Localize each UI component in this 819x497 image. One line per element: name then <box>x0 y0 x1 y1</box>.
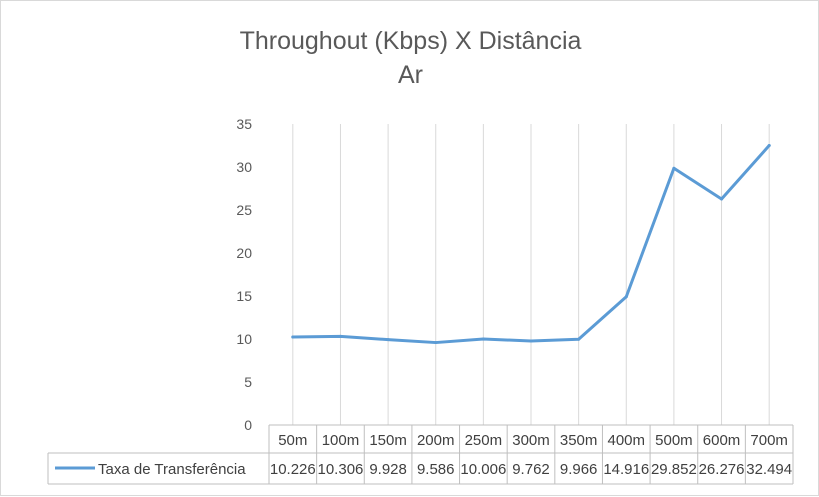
x-category-label: 700m <box>750 432 788 449</box>
x-category-label: 350m <box>560 432 598 449</box>
data-point <box>481 337 485 341</box>
data-value-label: 9.586 <box>417 461 455 478</box>
data-value-label: 10.006 <box>460 461 506 478</box>
data-value-label: 14.916 <box>603 461 649 478</box>
data-value-label: 10.306 <box>318 461 364 478</box>
x-category-label: 150m <box>369 432 407 449</box>
x-category-label: 250m <box>465 432 503 449</box>
y-tick-label: 15 <box>236 288 252 304</box>
x-category-label: 600m <box>703 432 741 449</box>
data-value-label: 9.966 <box>560 461 598 478</box>
y-tick-label: 5 <box>244 374 252 390</box>
data-value-label: 9.928 <box>369 461 407 478</box>
x-category-label: 100m <box>322 432 360 449</box>
data-point <box>577 337 581 341</box>
chart-title: Throughout (Kbps) X Distância <box>239 27 582 55</box>
x-category-label: 300m <box>512 432 550 449</box>
data-value-label: 32.494 <box>746 461 792 478</box>
data-point <box>386 338 390 342</box>
y-tick-label: 35 <box>236 116 252 132</box>
legend-series-name: Taxa de Transferência <box>98 461 246 478</box>
y-tick-label: 30 <box>236 159 252 175</box>
data-point <box>624 295 628 299</box>
y-tick-label: 0 <box>244 417 252 433</box>
data-point <box>672 166 676 170</box>
data-value-label: 9.762 <box>512 461 550 478</box>
data-point <box>767 144 771 148</box>
chart-subtitle: Ar <box>398 61 423 89</box>
data-point <box>434 341 438 345</box>
data-point <box>529 339 533 343</box>
data-point <box>720 197 724 201</box>
x-category-label: 200m <box>417 432 455 449</box>
data-value-label: 10.226 <box>270 461 316 478</box>
data-value-label: 29.852 <box>651 461 697 478</box>
data-point <box>291 335 295 339</box>
x-category-label: 400m <box>608 432 646 449</box>
x-category-label: 50m <box>278 432 307 449</box>
y-tick-label: 25 <box>236 202 252 218</box>
data-point <box>338 334 342 338</box>
data-value-label: 26.276 <box>699 461 745 478</box>
y-tick-label: 20 <box>236 245 252 261</box>
x-category-label: 500m <box>655 432 693 449</box>
y-tick-label: 10 <box>236 331 252 347</box>
